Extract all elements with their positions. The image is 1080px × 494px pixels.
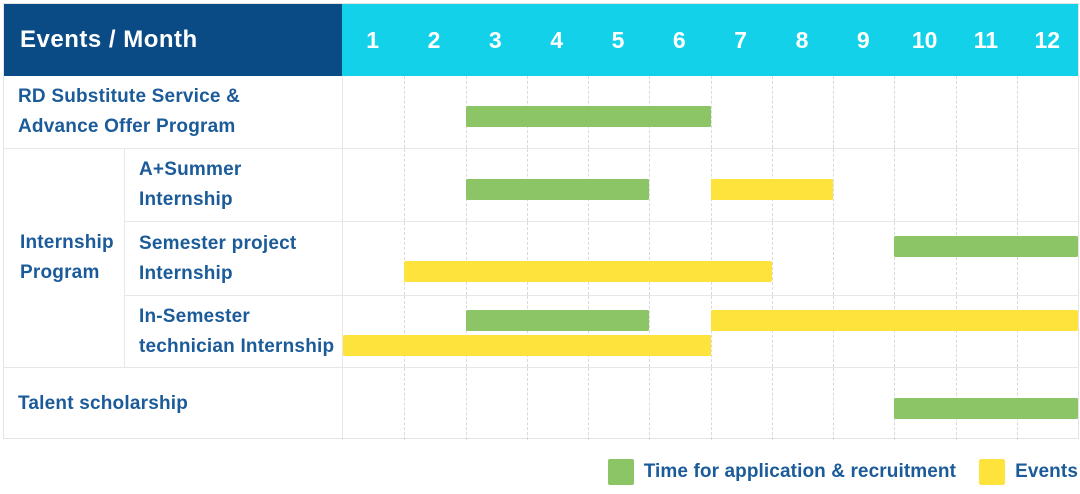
month-gridline [833, 296, 834, 367]
bar-events [710, 310, 1078, 331]
month-gridline [955, 149, 957, 221]
bar-events [710, 179, 833, 200]
month-header-5: 5 [611, 26, 625, 53]
month-gridline [771, 368, 773, 440]
month-gridline [649, 149, 651, 221]
row-label-in-semester-technician-internship: In-Semester technician Internship [125, 295, 342, 367]
row-label-talent-scholarship: Talent scholarship [4, 367, 342, 440]
month-gridline [465, 222, 467, 295]
chart-row-rd-substitute [342, 76, 1078, 148]
month-header-row: 1 2 3 4 5 6 7 8 9 10 11 12 [342, 4, 1078, 76]
month-gridline [404, 76, 406, 148]
bar-events [343, 335, 711, 356]
legend: Time for application & recruitment Event… [607, 459, 1078, 485]
month-header-3: 3 [488, 26, 502, 53]
chart-row-a-plus-summer-internship [342, 148, 1078, 221]
chart-row-talent-scholarship [342, 367, 1078, 440]
month-gridline [1016, 296, 1018, 367]
month-gridline [404, 296, 406, 367]
month-header-12: 12 [1034, 26, 1061, 53]
month-gridline [833, 222, 834, 295]
month-gridline [833, 368, 834, 440]
month-gridline [465, 296, 467, 367]
month-gridline [955, 222, 957, 295]
bar-time-for-application-recruitment [894, 236, 1078, 257]
month-gridline [955, 76, 957, 148]
month-gridline [894, 76, 896, 148]
month-gridline [1016, 149, 1018, 221]
month-gridline [710, 222, 712, 295]
month-header-2: 2 [427, 26, 441, 53]
month-header-4: 4 [550, 26, 564, 53]
month-gridline [465, 368, 467, 440]
bar-events [404, 261, 772, 282]
month-gridline [404, 149, 406, 221]
month-gridline [588, 222, 589, 295]
month-gridline [894, 296, 896, 367]
group-label-internship-program: Internship Program [4, 148, 125, 367]
month-gridline [404, 222, 406, 295]
month-header-1: 1 [366, 26, 380, 53]
events-month-table: Events / Month 1 2 3 4 5 6 7 8 9 10 11 12 RD Substi… [3, 3, 1079, 440]
month-gridline [526, 296, 528, 367]
legend-swatch-yellow [979, 459, 1006, 485]
table-header-events-month: Events / Month [4, 4, 342, 76]
month-gridline [526, 368, 528, 440]
chart-row-in-semester-technician-internship [342, 295, 1078, 367]
month-gridline [1016, 76, 1018, 148]
month-gridline [833, 149, 834, 221]
month-gridline [588, 296, 589, 367]
bar-time-for-application-recruitment [465, 179, 650, 200]
month-header-9: 9 [856, 26, 870, 53]
month-header-8: 8 [795, 26, 809, 53]
month-gridline [1016, 222, 1018, 295]
row-label-semester-project-internship: Semester project Internship [125, 221, 342, 295]
month-gridline [833, 76, 834, 148]
month-header-7: 7 [734, 26, 748, 53]
month-gridline [588, 368, 589, 440]
bar-time-for-application-recruitment [465, 106, 711, 127]
month-gridline [771, 296, 773, 367]
month-gridline [649, 296, 651, 367]
legend-label-application: Time for application & recruitment [643, 461, 957, 482]
row-label-a-plus-summer-internship: A+Summer Internship [125, 148, 342, 221]
month-gridline [955, 296, 957, 367]
month-header-11: 11 [973, 26, 999, 53]
month-gridline [404, 368, 406, 440]
row-label-rd-substitute: RD Substitute Service & Advance Offer Pr… [18, 86, 241, 137]
month-gridline [649, 222, 651, 295]
month-gridline [710, 296, 712, 367]
month-gridline [894, 222, 896, 295]
month-gridline [894, 149, 896, 221]
month-gridline [771, 222, 773, 295]
month-header-6: 6 [672, 26, 686, 53]
legend-item-application: Time for application & recruitment [607, 459, 957, 485]
chart-row-semester-project-internship [342, 221, 1078, 295]
month-header-10: 10 [911, 26, 938, 53]
month-gridline [649, 368, 651, 440]
month-gridline [710, 76, 712, 148]
month-gridline [526, 222, 528, 295]
bar-time-for-application-recruitment [465, 310, 650, 331]
month-gridline [771, 76, 773, 148]
legend-label-events: Events [1015, 461, 1078, 482]
month-gridline [710, 368, 712, 440]
legend-swatch-green [607, 459, 634, 485]
legend-item-events: Events [979, 459, 1078, 485]
bar-time-for-application-recruitment [894, 398, 1078, 419]
